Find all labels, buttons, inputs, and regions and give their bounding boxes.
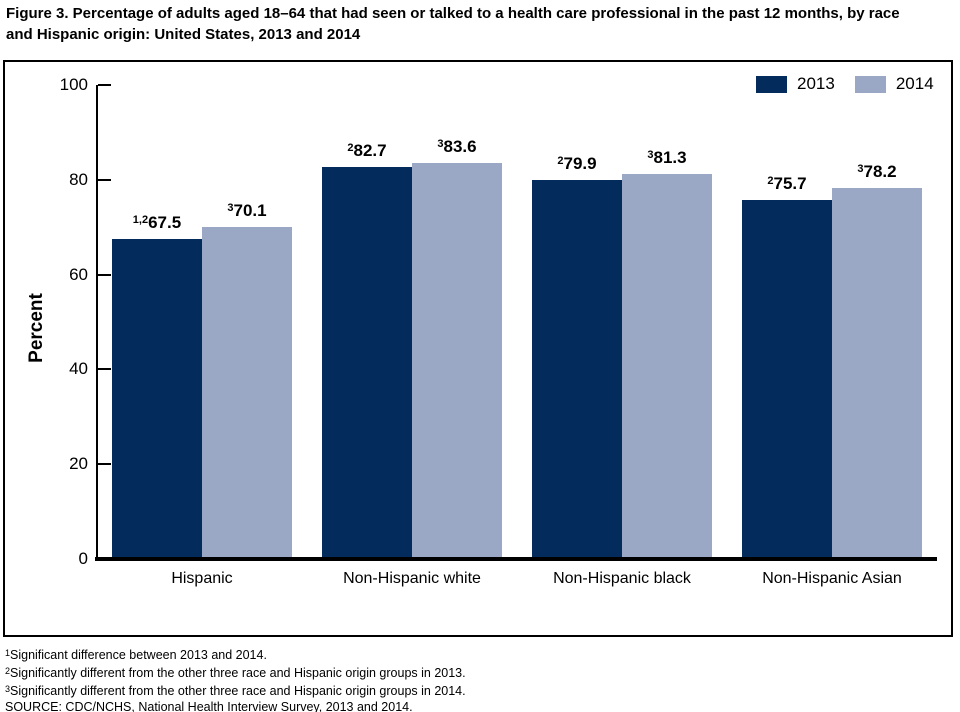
- category-label-non-hispanic-black: Non-Hispanic black: [553, 570, 691, 587]
- value-superscript: 3: [857, 163, 864, 176]
- footnotes: 1Significant difference between 2013 and…: [5, 645, 705, 712]
- value-label-2014-non-hispanic-black: 381.3: [597, 148, 737, 170]
- footnote-superscript: 3: [5, 684, 11, 694]
- legend-label-2013: 2013: [797, 74, 835, 93]
- footnote-line-3: 3Significantly different from the other …: [5, 684, 466, 698]
- y-axis-line: [96, 85, 98, 561]
- value-number: 75.7: [773, 174, 807, 194]
- value-number: 79.9: [563, 154, 597, 174]
- bar-2014-non-hispanic-white: [412, 162, 502, 559]
- bar-2013-non-hispanic-asian: [742, 200, 832, 559]
- value-label-2013-non-hispanic-white: 282.7: [297, 141, 437, 163]
- y-tick-label-20: 20: [69, 454, 88, 474]
- bar-2013-non-hispanic-black: [532, 180, 622, 559]
- y-tick-mark-100: [98, 84, 111, 86]
- bar-2013-non-hispanic-white: [322, 167, 412, 559]
- value-label-2013-hispanic: 1,267.5: [87, 213, 227, 235]
- y-tick-label-60: 60: [69, 264, 88, 284]
- y-tick-label-0: 0: [78, 549, 88, 568]
- y-tick-mark-20: [98, 463, 111, 466]
- footnote-line-2: 2Significantly different from the other …: [5, 666, 466, 680]
- value-label-2013-non-hispanic-black: 279.9: [507, 154, 647, 176]
- category-label-non-hispanic-asian: Non-Hispanic Asian: [762, 570, 902, 587]
- value-superscript: 3: [647, 148, 654, 161]
- chart-title: Figure 3. Percentage of adults aged 18–6…: [6, 5, 900, 43]
- category-label-non-hispanic-white: Non-Hispanic white: [343, 570, 481, 587]
- value-superscript: 3: [437, 137, 444, 150]
- y-tick-label-40: 40: [69, 359, 88, 379]
- y-tick-mark-60: [98, 273, 111, 276]
- legend-swatch-2013: [756, 75, 787, 93]
- footnote-superscript: 1: [5, 648, 11, 658]
- y-tick-label-100: 100: [59, 75, 88, 94]
- legend-item-2013: 2013: [756, 74, 835, 94]
- value-number: 78.2: [863, 162, 897, 182]
- category-label-hispanic: Hispanic: [171, 570, 233, 587]
- value-number: 82.7: [353, 141, 387, 160]
- value-label-2014-hispanic: 370.1: [177, 201, 317, 223]
- value-number: 81.3: [653, 147, 687, 167]
- y-tick-label-80: 80: [69, 169, 88, 189]
- bar-2013-hispanic: [112, 239, 202, 559]
- bar-2014-non-hispanic-black: [622, 173, 712, 559]
- footnote-superscript: 2: [5, 666, 11, 676]
- value-label-2014-non-hispanic-white: 383.6: [387, 137, 527, 159]
- value-superscript: 2: [557, 155, 564, 168]
- bar-2014-non-hispanic-asian: [832, 188, 922, 559]
- legend-item-2014: 2014: [854, 74, 934, 94]
- value-superscript: 2: [767, 175, 774, 188]
- value-number: 83.6: [443, 136, 477, 156]
- y-tick-mark-40: [98, 368, 111, 371]
- x-axis-line: [95, 557, 937, 561]
- bar-2014-hispanic: [202, 226, 292, 559]
- value-superscript: 3: [227, 201, 234, 214]
- value-number: 67.5: [148, 213, 182, 233]
- value-number: 70.1: [233, 200, 267, 220]
- value-superscript: 1,2: [132, 214, 149, 227]
- legend-label-2014: 2014: [895, 74, 934, 93]
- value-label-2013-non-hispanic-asian: 275.7: [717, 174, 857, 196]
- footnote-line-1: 1Significant difference between 2013 and…: [5, 648, 267, 662]
- footnote-line-4: SOURCE: CDC/NCHS, National Health Interv…: [5, 700, 413, 712]
- y-tick-mark-80: [98, 178, 111, 181]
- value-superscript: 2: [347, 142, 354, 154]
- chart-legend: 2013 2014: [756, 73, 934, 95]
- legend-swatch-2014: [854, 75, 886, 93]
- value-label-2014-non-hispanic-asian: 378.2: [807, 162, 947, 184]
